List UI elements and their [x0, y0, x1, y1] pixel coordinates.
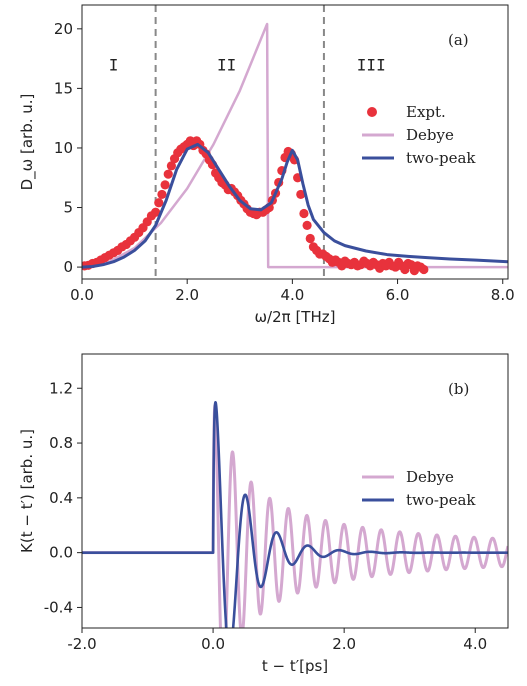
- panel-a-ytick-label: 10: [54, 139, 73, 157]
- panel-a-y-axis-label: D_ω [arb. u.]: [18, 94, 37, 191]
- region-label-iii: III: [357, 56, 386, 75]
- panel-a-xtick-label: 6.0: [386, 286, 410, 304]
- legend-label-expt: Expt.: [406, 103, 446, 121]
- legend-marker-expt: [367, 107, 377, 117]
- expt-data-point: [296, 189, 306, 200]
- panel-b-y-axis-label: K(t − t′) [arb. u.]: [18, 429, 36, 553]
- panel-a-xtick-label: 2.0: [175, 286, 199, 304]
- panel-b-ytick-label: -0.4: [44, 598, 73, 616]
- two-peak-kernel-line: [82, 401, 508, 628]
- panel-a-xtick-label: 8.0: [491, 286, 515, 304]
- expt-data-point: [305, 233, 315, 244]
- panel-b-xtick-label: -2.0: [67, 635, 96, 653]
- panel-b-plot-frame: [81, 353, 509, 629]
- panel-b-xtick-label: 0.0: [201, 635, 225, 653]
- panel-a-panel-label: (a): [448, 31, 469, 49]
- panel-a-xtick-label: 4.0: [280, 286, 304, 304]
- panel-b-panel-label: (b): [448, 380, 469, 398]
- panel-b-ytick-label: 0.4: [49, 489, 73, 507]
- legend-label-two-peak: two-peak: [406, 149, 476, 167]
- debye-kernel-line: [82, 403, 508, 628]
- region-label-i: I: [109, 56, 119, 75]
- panel-a-ytick-label: 0: [63, 258, 73, 276]
- region-label-ii: II: [217, 56, 236, 75]
- expt-data-point: [157, 189, 167, 200]
- panel-a-xtick-label: 0.0: [70, 286, 94, 304]
- expt-data-point: [163, 169, 173, 179]
- expt-data-point: [151, 207, 161, 217]
- two-peak-spectrum-line: [82, 142, 508, 269]
- debye-spectrum-line: [82, 22, 508, 269]
- panel-b-xtick-label: 4.0: [463, 635, 487, 653]
- expt-data-point: [154, 198, 164, 208]
- legend-label-debye: Debye: [406, 468, 454, 486]
- panel-b-ytick-label: 0.8: [49, 434, 73, 452]
- panel-b-xtick-label: 2.0: [332, 635, 356, 653]
- panel-b-x-axis-label: t − t′[ps]: [262, 657, 328, 675]
- panel-a-x-axis-label: ω/2π [THz]: [255, 308, 336, 326]
- panel-b: -2.0 0.0 2.0 4.0 -0.4 0.0 0.4 0.8 1.2 t − t′[ps] K…: [18, 353, 509, 675]
- expt-data-point: [299, 208, 309, 219]
- expt-data-point: [166, 161, 177, 171]
- panel-a-plot-frame: [81, 4, 509, 280]
- panel-b-ytick-label: 0.0: [49, 544, 73, 562]
- expt-data-point: [419, 264, 429, 275]
- panel-a-ytick-label: 5: [63, 199, 73, 217]
- legend-label-debye: Debye: [406, 126, 454, 144]
- panel-a-ytick-label: 15: [54, 79, 73, 97]
- panel-a-ytick-label: 20: [54, 20, 73, 38]
- expt-data-point: [160, 180, 170, 190]
- panel-b-ytick-label: 1.2: [49, 379, 73, 397]
- expt-data-point: [302, 220, 312, 230]
- legend-label-two-peak: two-peak: [406, 491, 476, 509]
